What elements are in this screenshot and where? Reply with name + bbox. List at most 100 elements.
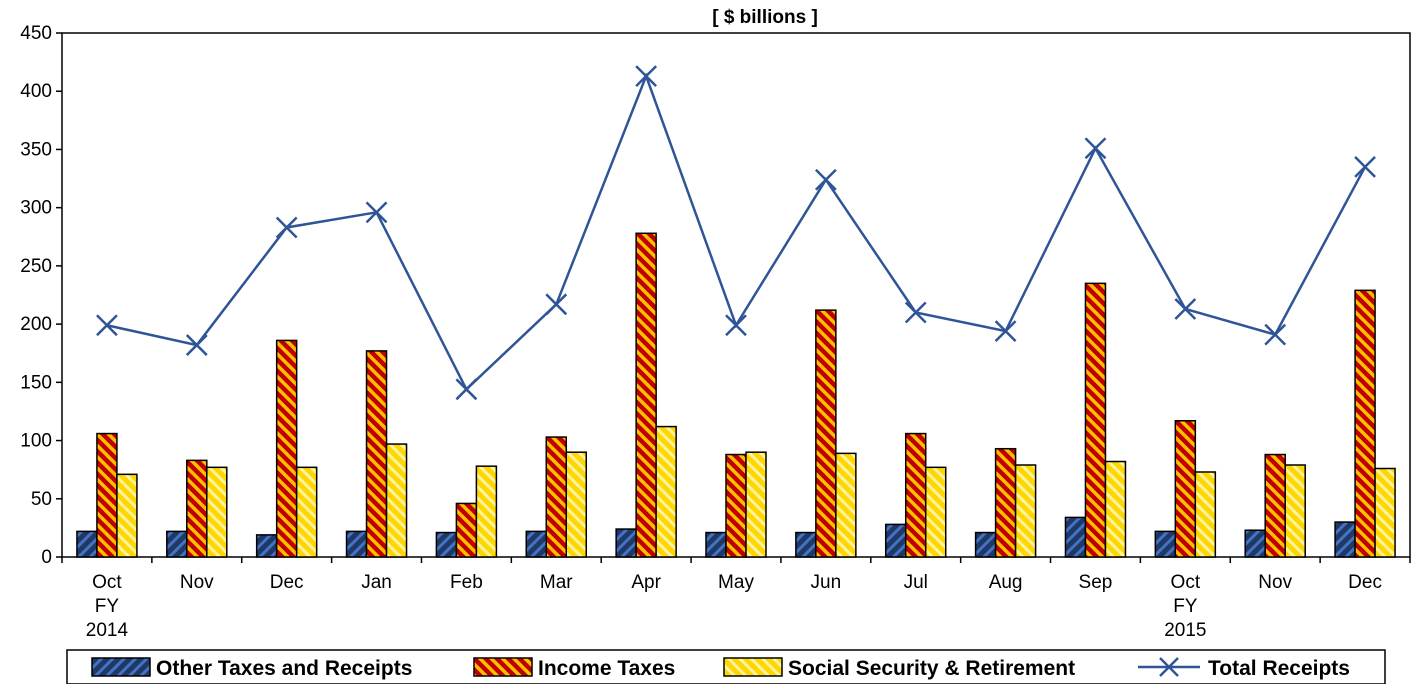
bar-income-taxes	[275, 339, 298, 558]
y-tick-label: 400	[20, 81, 52, 102]
bar-income-taxes	[904, 432, 927, 558]
total-receipts-marker	[1354, 156, 1376, 178]
y-tick-label: 100	[20, 431, 52, 452]
bar-other-taxes	[166, 530, 188, 558]
x-category-label: May	[718, 572, 754, 593]
bar-social-security	[1374, 467, 1396, 558]
bar-income-taxes	[1354, 289, 1376, 558]
total-receipts-marker	[994, 320, 1017, 342]
x-category-label: Nov	[180, 572, 214, 593]
legend-label-other-taxes: Other Taxes and Receipts	[156, 657, 412, 680]
total-receipts-marker	[725, 314, 747, 337]
total-receipts-marker	[635, 65, 658, 87]
y-tick-label: 50	[31, 489, 52, 510]
total-receipts-marker	[904, 301, 927, 324]
bar-income-taxes	[1084, 282, 1107, 558]
bar-other-taxes	[1334, 521, 1356, 558]
bar-other-taxes	[1064, 516, 1087, 558]
total-receipts-marker	[365, 201, 388, 224]
bar-social-security	[655, 425, 677, 558]
x-axis: Oct FY 2014 Nov Dec Jan Feb Mar Apr May Jun Jul Aug S…	[61, 557, 1411, 641]
bar-income-taxes	[1174, 420, 1197, 558]
bar-income-taxes	[635, 232, 657, 558]
total-receipts-marker	[275, 216, 298, 239]
bar-other-taxes	[76, 530, 98, 558]
bar-income-taxes	[545, 436, 568, 558]
x-category-label: Mar	[540, 572, 573, 593]
bar-income-taxes	[725, 453, 747, 558]
bar-social-security	[1284, 464, 1306, 558]
bar-social-security	[385, 443, 408, 558]
y-tick-label: 0	[41, 547, 52, 568]
bar-social-security	[1194, 471, 1217, 558]
bar-social-security	[206, 466, 228, 558]
bar-income-taxes	[994, 447, 1017, 558]
y-tick-label: 300	[20, 198, 52, 219]
x-category-label: Jun	[811, 572, 842, 593]
bar-social-security	[835, 452, 857, 558]
bar-other-taxes	[435, 531, 458, 558]
total-receipts-marker	[545, 293, 568, 316]
x-category-label: Sep	[1079, 572, 1113, 593]
bar-social-security	[116, 473, 138, 558]
total-receipts-marker	[455, 378, 478, 401]
bar-social-security	[1104, 460, 1127, 558]
bar-income-taxes	[815, 309, 837, 558]
bar-income-taxes	[455, 502, 478, 558]
x-category-label: Aug	[989, 572, 1023, 593]
bar-income-taxes	[1264, 453, 1286, 558]
chart-title: [ $ billions ]	[712, 7, 818, 28]
y-tick-label: 350	[20, 139, 52, 160]
bar-social-security	[475, 465, 498, 558]
y-tick-label: 450	[20, 23, 52, 44]
y-axis: 0 50 100 150 200 250 300 350 400 450	[20, 23, 62, 568]
bar-other-taxes	[884, 523, 907, 558]
bar-other-taxes	[974, 531, 997, 558]
bar-social-security	[745, 451, 767, 558]
total-receipts-marker	[1174, 298, 1197, 320]
bar-social-security	[924, 466, 947, 558]
bar-other-taxes	[255, 534, 278, 558]
x-category-label: Dec	[270, 572, 304, 593]
bar-other-taxes	[1154, 530, 1177, 558]
y-tick-label: 150	[20, 372, 52, 393]
bar-social-security	[565, 451, 588, 558]
total-receipts-marker	[96, 314, 118, 337]
legend-label-income-taxes: Income Taxes	[538, 657, 675, 680]
total-receipts-marker	[1264, 323, 1287, 346]
legend: Other Taxes and Receipts Income Taxes So…	[66, 649, 1386, 685]
total-receipts-marker	[185, 334, 208, 356]
bar-income-taxes	[96, 432, 118, 558]
legend-swatch-other-taxes	[91, 657, 151, 677]
bar-income-taxes	[365, 350, 388, 558]
legend-swatch-social-security	[723, 657, 783, 677]
bar-social-security	[1014, 464, 1037, 558]
bar-income-taxes	[186, 459, 208, 558]
x-category-label: Oct FY 2015	[1164, 572, 1206, 641]
bar-other-taxes	[1244, 529, 1266, 558]
legend-label-social-security: Social Security & Retirement	[788, 657, 1075, 680]
total-receipts-marker	[1084, 137, 1107, 160]
x-category-label: Jan	[361, 572, 392, 593]
bar-other-taxes	[705, 531, 727, 558]
x-category-label: Dec	[1348, 572, 1382, 593]
legend-swatch-income-taxes	[473, 657, 533, 677]
bar-other-taxes	[525, 530, 548, 558]
x-category-label: Oct FY 2014	[86, 572, 129, 641]
total-receipts-line-group	[96, 65, 1376, 401]
x-category-label: Nov	[1258, 572, 1292, 593]
legend-label-total-receipts: Total Receipts	[1208, 657, 1350, 680]
x-category-label: Feb	[450, 572, 483, 593]
bar-other-taxes	[795, 531, 817, 558]
total-receipts-marker	[814, 168, 837, 191]
bar-series-group	[76, 232, 1396, 558]
bar-other-taxes	[345, 530, 368, 558]
legend-swatch-total-receipts	[1138, 657, 1200, 677]
y-tick-label: 200	[20, 314, 52, 335]
y-tick-label: 250	[20, 256, 52, 277]
bar-other-taxes	[615, 528, 637, 558]
x-category-label: Apr	[631, 572, 661, 593]
bar-social-security	[295, 466, 318, 558]
